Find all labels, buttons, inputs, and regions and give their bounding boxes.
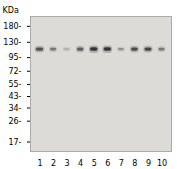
svg-text:130-: 130- [3,38,21,47]
svg-text:95-: 95- [8,53,21,62]
svg-text:9: 9 [146,159,151,168]
svg-text:180-: 180- [3,22,21,31]
svg-text:7: 7 [119,159,124,168]
svg-text:72-: 72- [8,67,21,76]
svg-text:6: 6 [105,159,110,168]
svg-text:1: 1 [37,159,42,168]
svg-text:3: 3 [65,159,70,168]
svg-text:34-: 34- [8,104,21,113]
svg-text:2: 2 [51,159,56,168]
svg-text:10: 10 [157,159,167,168]
svg-text:8: 8 [132,159,137,168]
svg-text:4: 4 [78,159,83,168]
svg-text:55-: 55- [8,80,21,89]
svg-text:KDa: KDa [3,6,19,15]
svg-text:5: 5 [92,159,97,168]
svg-text:17-: 17- [8,138,21,147]
svg-text:26-: 26- [8,117,21,126]
svg-text:43-: 43- [8,92,21,101]
